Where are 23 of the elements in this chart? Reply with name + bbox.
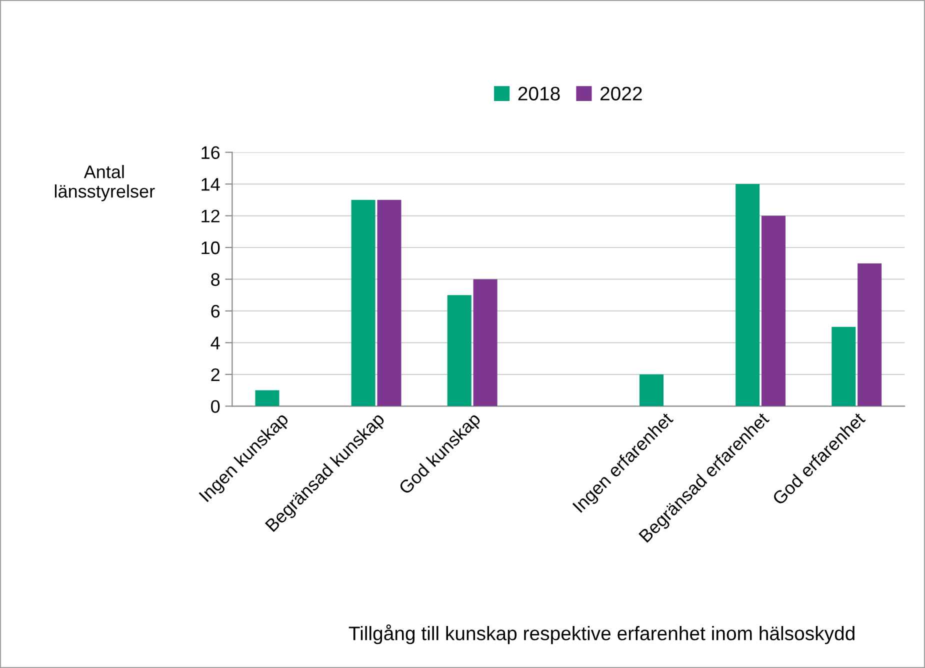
bar: [377, 200, 402, 406]
y-tick-label: 16: [202, 146, 220, 160]
bar: [473, 279, 498, 406]
bar: [640, 374, 664, 406]
y-tick-label: 4: [210, 336, 220, 350]
y-axis-title: Antal länsstyrelser: [54, 164, 155, 202]
y-tick-label: 2: [211, 368, 220, 381]
y-tick-label: 10: [202, 241, 220, 254]
legend-label: 2018: [518, 86, 560, 100]
bar: [255, 390, 280, 406]
y-tick-label: 8: [211, 273, 220, 286]
y-tick-label: 6: [211, 304, 220, 318]
bar: [832, 326, 856, 406]
y-tick-label: 12: [202, 210, 220, 222]
bar: [351, 200, 376, 406]
legend-label: 2022: [600, 86, 642, 100]
bar: [447, 295, 472, 406]
x-axis-title: Tillgång till kunskap respektive erfarenhet inom hälsoskydd: [348, 624, 854, 644]
y-tick-label: 14: [202, 178, 220, 191]
y-tick-label: 0: [211, 400, 220, 413]
bar: [736, 184, 760, 406]
bar: [858, 263, 882, 406]
bar: [762, 216, 786, 406]
